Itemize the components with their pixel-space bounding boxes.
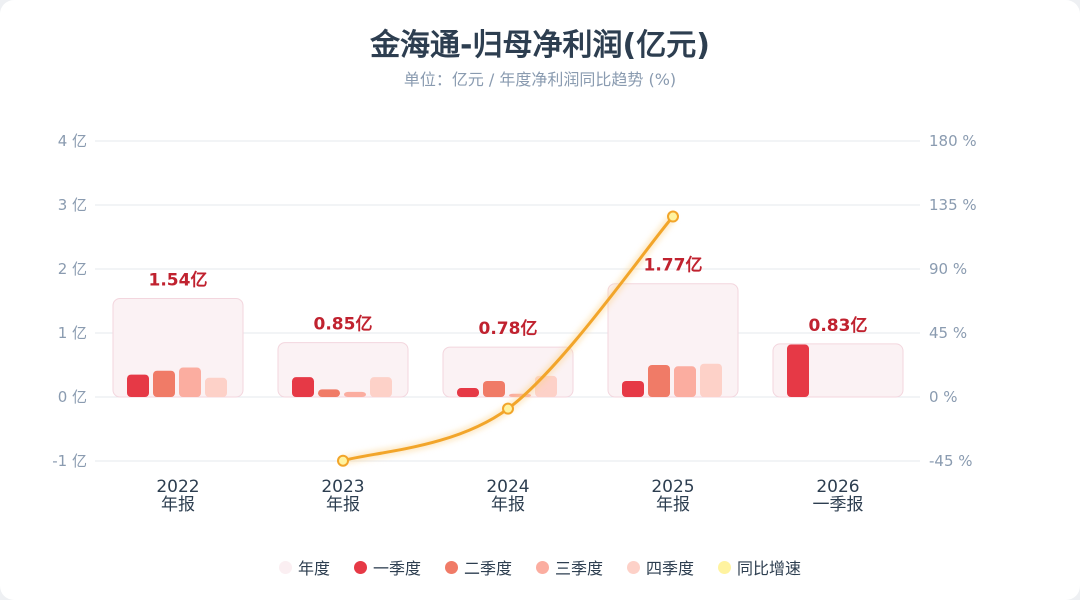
growth-point bbox=[502, 402, 514, 415]
quarter-bar-1 bbox=[622, 381, 644, 397]
y-left-tick-label: -1 亿 bbox=[52, 452, 87, 470]
quarter-bar-1 bbox=[127, 374, 149, 397]
legend-label: 四季度 bbox=[646, 559, 695, 578]
growth-point bbox=[337, 454, 349, 467]
legend-label: 一季度 bbox=[372, 559, 421, 578]
chart-title: 金海通-归母净利润(亿元) bbox=[370, 28, 710, 63]
y-right-tick-label: 90 % bbox=[929, 260, 967, 278]
annual-data-label: 0.83亿 bbox=[809, 315, 868, 336]
annual-bar bbox=[112, 297, 244, 398]
y-left-tick-label: 4 亿 bbox=[58, 132, 87, 150]
quarter-bar-2 bbox=[153, 370, 175, 397]
y-left-tick-label: 0 亿 bbox=[58, 388, 87, 406]
legend-swatch-icon bbox=[278, 560, 292, 574]
quarter-bar-1 bbox=[292, 377, 314, 397]
legend-label: 同比增速 bbox=[737, 559, 802, 578]
quarter-bar-4 bbox=[205, 377, 227, 397]
quarter-bar-3 bbox=[674, 366, 696, 397]
quarter-bar-4 bbox=[700, 363, 722, 397]
quarter-bar-3 bbox=[179, 367, 201, 397]
y-left-tick-label: 2 亿 bbox=[58, 260, 87, 278]
legend-swatch-icon bbox=[536, 560, 549, 574]
legend-swatch-icon bbox=[718, 560, 732, 574]
quarter-bar-4 bbox=[370, 377, 392, 397]
annual-data-label: 0.78亿 bbox=[479, 318, 538, 339]
legend-swatch-icon bbox=[627, 560, 641, 574]
annual-data-label: 1.54亿 bbox=[149, 269, 208, 290]
legend-label: 三季度 bbox=[555, 559, 604, 578]
y-right-tick-label: 0 % bbox=[929, 388, 958, 406]
x-tick-label: 2026 bbox=[816, 477, 859, 497]
y-left-tick-label: 1 亿 bbox=[58, 324, 87, 342]
legend-swatch-icon bbox=[444, 560, 458, 574]
quarter-bar-3 bbox=[344, 391, 366, 397]
x-tick-sublabel: 年报 bbox=[161, 495, 195, 515]
x-tick-label: 2023 bbox=[321, 477, 364, 497]
y-right-tick-label: 135 % bbox=[929, 196, 977, 214]
legend-item[interactable]: 四季度 bbox=[627, 555, 694, 579]
quarter-bar-2 bbox=[483, 381, 505, 397]
x-tick-label: 2025 bbox=[651, 477, 694, 497]
legend-item[interactable]: 一季度 bbox=[353, 555, 421, 579]
y-left-tick-label: 3 亿 bbox=[58, 196, 87, 214]
x-tick-sublabel: 年报 bbox=[656, 495, 690, 515]
y-right-tick-label: 45 % bbox=[929, 324, 967, 342]
legend-item[interactable]: 年度 bbox=[278, 555, 330, 579]
y-right-tick-label: -45 % bbox=[929, 452, 973, 470]
quarter-bar-2 bbox=[318, 389, 340, 397]
y-right-tick-label: 180 % bbox=[929, 132, 977, 150]
x-tick-sublabel: 年报 bbox=[326, 495, 360, 515]
chart-legend: 年度 一季度 二季度 三季度 四季度 同比增速 bbox=[0, 555, 1080, 579]
legend-label: 年度 bbox=[297, 559, 330, 578]
annual-data-label: 1.77亿 bbox=[644, 255, 703, 276]
legend-label: 二季度 bbox=[463, 559, 512, 578]
quarter-bar-1 bbox=[457, 388, 479, 397]
legend-item[interactable]: 二季度 bbox=[444, 555, 512, 579]
legend-item[interactable]: 同比增速 bbox=[718, 555, 801, 579]
annual-data-label: 0.85亿 bbox=[314, 314, 373, 335]
x-tick-label: 2022 bbox=[156, 477, 199, 497]
quarter-bar-2 bbox=[648, 365, 670, 397]
quarter-bar-1 bbox=[787, 344, 809, 397]
x-tick-sublabel: 年报 bbox=[491, 495, 525, 515]
growth-point bbox=[667, 210, 679, 223]
x-tick-sublabel: 一季报 bbox=[813, 495, 864, 515]
chart-subtitle: 单位：亿元 / 年度净利润同比趋势 (%) bbox=[403, 70, 677, 89]
legend-item[interactable]: 三季度 bbox=[536, 555, 603, 579]
legend-swatch-icon bbox=[353, 560, 367, 574]
x-tick-label: 2024 bbox=[486, 477, 529, 497]
